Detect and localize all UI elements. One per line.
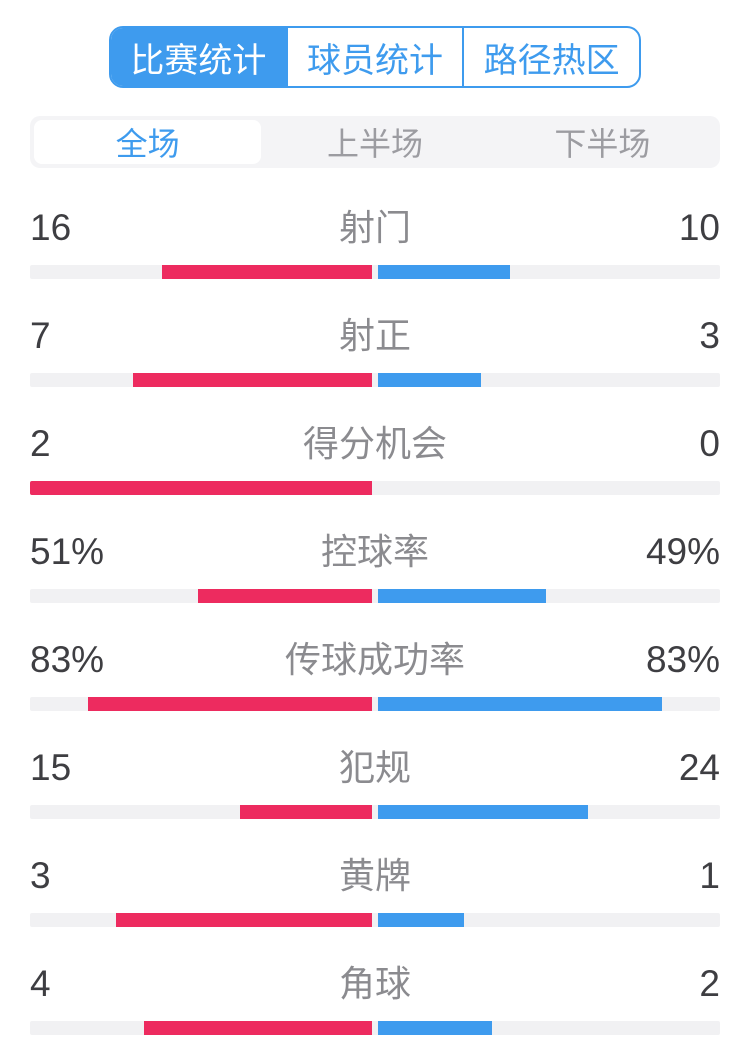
stat-bar-track [30, 589, 720, 603]
stat-head: 2 得分机会 0 [0, 423, 750, 465]
stat-row: 7 射正 3 [0, 279, 750, 387]
stat-bar-track [30, 913, 720, 927]
stat-home-bar [115, 913, 372, 927]
stat-head: 3 黄牌 1 [0, 855, 750, 897]
stat-head: 4 角球 2 [0, 963, 750, 1005]
stat-row: 15 犯规 24 [0, 711, 750, 819]
stat-label: 犯规 [338, 747, 411, 788]
stat-away-bar [378, 589, 546, 603]
period-tab-second-half[interactable]: 下半场 [554, 126, 651, 162]
stat-home-value: 83% [30, 639, 105, 680]
stat-label: 得分机会 [302, 423, 447, 464]
stat-bar-track [30, 481, 720, 495]
period-tab-first-half[interactable]: 上半场 [326, 126, 423, 162]
stat-away-value: 49% [645, 531, 720, 572]
stat-away-value: 10 [678, 207, 720, 248]
stat-home-bar [161, 265, 372, 279]
stat-head: 16 射门 10 [0, 207, 750, 249]
stat-bar-track [30, 1021, 720, 1035]
stat-row: 51% 控球率 49% [0, 495, 750, 603]
tab-path-heatmap[interactable]: 路径热区 [462, 28, 639, 86]
stat-away-value: 24 [678, 747, 720, 788]
top-tab-group: 比赛统计 球员统计 路径热区 [109, 26, 641, 88]
stat-home-bar [30, 481, 372, 495]
stat-head: 83% 传球成功率 83% [0, 639, 750, 681]
stats-list: 16 射门 10 7 射正 3 2 得分机会 [0, 171, 750, 1035]
stat-home-bar [132, 373, 372, 387]
period-tab-group: 全场 上半场 下半场 [30, 116, 720, 168]
stat-label: 角球 [338, 963, 411, 1004]
stat-home-value: 2 [30, 423, 51, 464]
stat-home-value: 15 [30, 747, 72, 788]
stat-label: 射门 [338, 207, 411, 248]
tab-player-stats[interactable]: 球员统计 [285, 28, 463, 86]
stat-row: 3 黄牌 1 [0, 819, 750, 927]
stat-home-value: 3 [30, 855, 51, 896]
stat-label: 射正 [338, 315, 411, 356]
stat-head: 15 犯规 24 [0, 747, 750, 789]
stat-away-bar [378, 1021, 492, 1035]
stat-row: 83% 传球成功率 83% [0, 603, 750, 711]
stat-away-value: 0 [699, 423, 720, 464]
stat-bar-track [30, 265, 720, 279]
stat-home-bar [197, 589, 372, 603]
stat-bar-track [30, 373, 720, 387]
stat-row: 4 角球 2 [0, 927, 750, 1035]
stat-home-value: 51% [30, 531, 105, 572]
stat-away-bar [378, 913, 464, 927]
stat-bar-track [30, 805, 720, 819]
stat-away-value: 83% [645, 639, 720, 680]
stat-away-bar [378, 697, 662, 711]
stat-away-bar [378, 265, 510, 279]
stat-home-value: 7 [30, 315, 51, 356]
stat-away-bar [378, 373, 481, 387]
tab-match-stats[interactable]: 比赛统计 [111, 28, 286, 86]
stat-away-value: 1 [699, 855, 720, 896]
period-tab-full[interactable]: 全场 [34, 120, 262, 164]
stat-away-bar [378, 805, 589, 819]
stat-away-value: 3 [699, 315, 720, 356]
stat-row: 2 得分机会 0 [0, 387, 750, 495]
stat-label: 控球率 [320, 531, 429, 572]
stat-label: 传球成功率 [284, 639, 465, 680]
stat-head: 7 射正 3 [0, 315, 750, 357]
stat-away-value: 2 [699, 963, 720, 1004]
stat-home-value: 16 [30, 207, 72, 248]
stat-home-bar [88, 697, 372, 711]
stat-bar-track [30, 697, 720, 711]
stat-home-bar [144, 1021, 372, 1035]
stat-home-bar [240, 805, 372, 819]
stat-head: 51% 控球率 49% [0, 531, 750, 573]
stat-home-value: 4 [30, 963, 51, 1004]
stat-row: 16 射门 10 [0, 171, 750, 279]
stat-label: 黄牌 [338, 855, 411, 896]
